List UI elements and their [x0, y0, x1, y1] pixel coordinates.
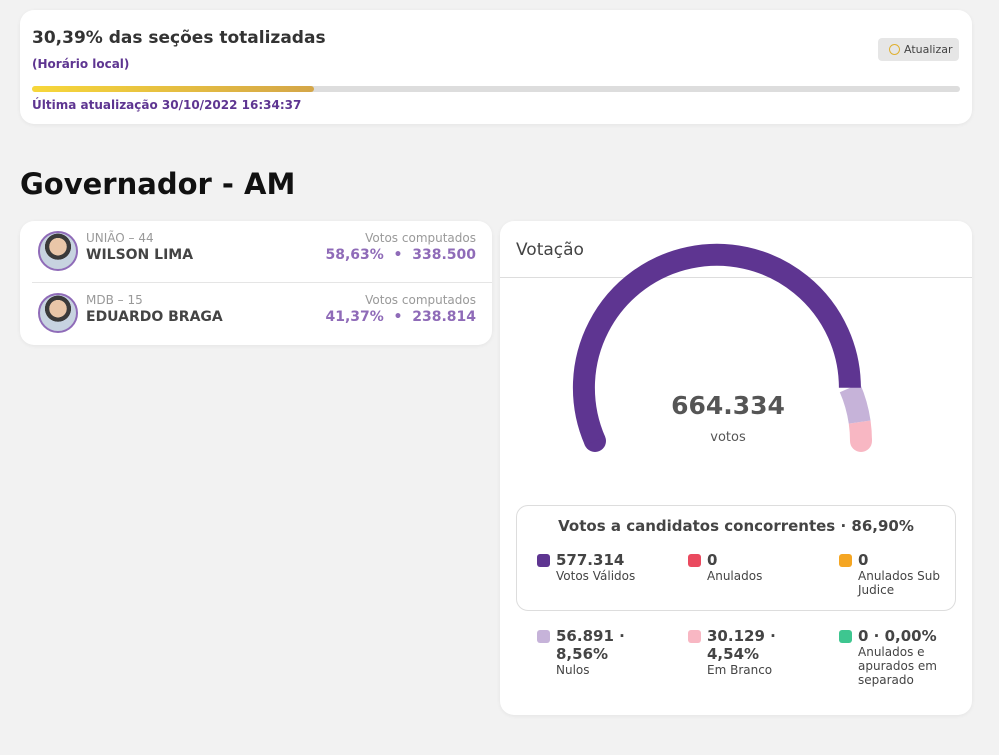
candidate-result: 41,37% • 238.814	[325, 309, 476, 325]
legend-box-title: Votos a candidatos concorrentes · 86,90%	[558, 517, 914, 535]
gauge-segment	[839, 383, 871, 425]
progress-bar	[32, 86, 315, 92]
legend-item: 56.891 · 8,56% Nulos	[537, 627, 651, 677]
candidate-row: UNIÃO – 44 WILSON LIMA Votos computados 58,…	[20, 221, 492, 283]
total-unit: votos	[710, 430, 746, 445]
progress-track	[32, 86, 960, 92]
office-heading: Governador - AM	[20, 167, 296, 201]
legend-swatch	[839, 554, 852, 567]
legend-swatch	[537, 554, 550, 567]
legend-name: Em Branco	[707, 663, 773, 677]
refresh-label: Atualizar	[904, 43, 953, 56]
legend-swatch	[839, 630, 852, 643]
votes-label: Votos computados	[365, 293, 476, 307]
legend-swatch	[537, 630, 550, 643]
legend-name: Anulados Sub Judice	[858, 569, 940, 597]
divider	[500, 277, 972, 278]
legend-name: Nulos	[556, 663, 590, 677]
candidate-result: 58,63% • 338.500	[325, 247, 476, 263]
row-divider	[32, 282, 492, 283]
status-title: 30,39% das seções totalizadas	[32, 28, 326, 48]
legend-value: 0	[858, 551, 869, 569]
votacao-title: Votação	[516, 240, 584, 260]
legend-value: 577.314	[556, 551, 625, 569]
votacao-card: Votação 664.334 votos Votos a candidatos…	[500, 221, 972, 715]
total-votes: 664.334	[671, 391, 785, 420]
legend-value: 30.129 · 4,54%	[707, 627, 776, 663]
candidate-name: WILSON LIMA	[86, 247, 194, 263]
legend-name: Votos Válidos	[556, 569, 636, 583]
status-card: 30,39% das seções totalizadas (Horário l…	[20, 10, 972, 124]
legend-item: 0 · 0,00% Anulados e apurados em separado	[839, 627, 953, 687]
candidate-photo	[38, 231, 78, 271]
gauge-segment	[572, 243, 861, 446]
legend-box	[516, 505, 956, 611]
refresh-button[interactable]: Atualizar	[878, 38, 959, 61]
legend-swatch	[688, 630, 701, 643]
candidate-row: MDB – 15 EDUARDO BRAGA Votos computados 41,…	[20, 283, 492, 345]
candidate-party: UNIÃO – 44	[86, 231, 154, 245]
candidates-card: UNIÃO – 44 WILSON LIMA Votos computados 58,…	[20, 221, 492, 345]
legend-item: 30.129 · 4,54% Em Branco	[688, 627, 802, 677]
gauge-segment	[848, 420, 872, 442]
status-subtitle: (Horário local)	[32, 57, 130, 71]
candidate-name: EDUARDO BRAGA	[86, 309, 223, 325]
votes-label: Votos computados	[365, 231, 476, 245]
legend-item: 0 Anulados Sub Judice	[839, 551, 953, 597]
legend-value: 56.891 · 8,56%	[556, 627, 625, 663]
legend-name: Anulados	[707, 569, 763, 583]
candidate-party: MDB – 15	[86, 293, 143, 307]
legend-value: 0 · 0,00%	[858, 627, 937, 645]
candidate-photo	[38, 293, 78, 333]
legend-item: 577.314 Votos Válidos	[537, 551, 651, 583]
legend-value: 0	[707, 551, 718, 569]
legend-name: Anulados e apurados em separado	[858, 645, 937, 687]
legend-item: 0 Anulados	[688, 551, 802, 583]
legend-swatch	[688, 554, 701, 567]
last-update: Última atualização 30/10/2022 16:34:37	[32, 98, 302, 112]
gauge: 664.334 votos	[572, 243, 872, 452]
